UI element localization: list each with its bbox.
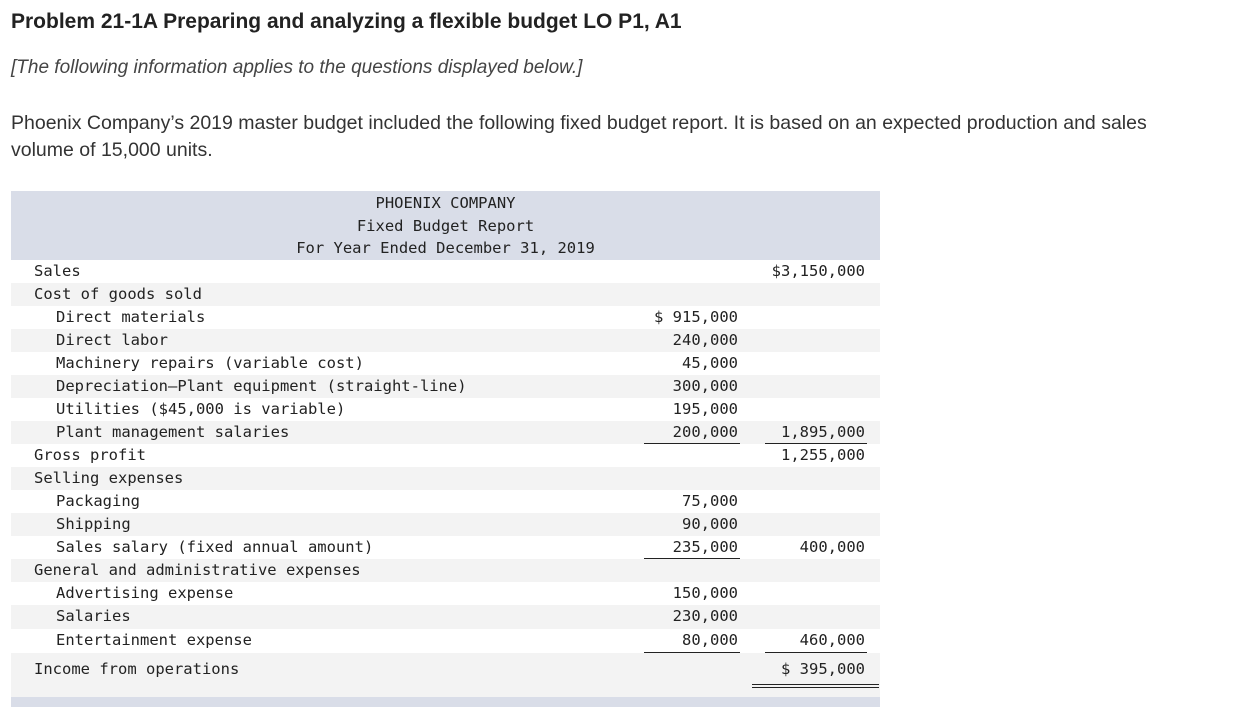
total-double-underline: [752, 684, 879, 685]
row-label: Shipping: [56, 515, 131, 533]
table-row: Sales $3,150,000: [11, 260, 880, 283]
table-row: Cost of goods sold: [11, 283, 880, 306]
table-row: Salaries 230,000: [11, 605, 880, 628]
subtotal-underline: [765, 443, 867, 444]
row-label: Entertainment expense: [56, 631, 252, 649]
table-row: Gross profit 1,255,000: [11, 444, 880, 467]
row-label: Plant management salaries: [56, 423, 290, 441]
row-amount-total: 400,000: [799, 538, 865, 556]
subtotal-underline: [644, 652, 740, 653]
table-row: Direct materials $ 915,000: [11, 306, 880, 329]
table-row: Machinery repairs (variable cost) 45,000: [11, 352, 880, 375]
row-amount-detail: $ 915,000: [654, 308, 738, 326]
subtotal-underline: [644, 443, 740, 444]
row-amount-detail: 300,000: [672, 377, 738, 395]
row-amount-total: 1,255,000: [781, 446, 865, 464]
report-period: For Year Ended December 31, 2019: [296, 239, 595, 257]
row-label: Gross profit: [34, 446, 146, 464]
row-label: Packaging: [56, 492, 140, 510]
table-row: Advertising expense 150,000: [11, 582, 880, 605]
problem-title: Problem 21-1A Preparing and analyzing a …: [11, 10, 682, 33]
table-row: Sales salary (fixed annual amount) 235,0…: [11, 536, 880, 559]
row-amount-total: $3,150,000: [771, 262, 865, 280]
row-amount-total: 460,000: [799, 631, 865, 649]
row-amount-detail: 80,000: [682, 631, 738, 649]
row-amount-detail: 90,000: [682, 515, 738, 533]
problem-subtitle: [The following information applies to th…: [11, 57, 583, 78]
row-label: Depreciation—Plant equipment (straight-l…: [56, 377, 467, 395]
row-label: Selling expenses: [34, 469, 184, 487]
row-amount-detail: 45,000: [682, 354, 738, 372]
row-label: Salaries: [56, 607, 131, 625]
row-amount-detail: 150,000: [672, 584, 738, 602]
row-label: Sales salary (fixed annual amount): [56, 538, 374, 556]
report-header: PHOENIX COMPANY Fixed Budget Report For …: [11, 191, 880, 260]
row-label: General and administrative expenses: [34, 561, 361, 579]
row-amount-total: 1,895,000: [781, 423, 865, 441]
row-label: Cost of goods sold: [34, 285, 202, 303]
row-label: Utilities ($45,000 is variable): [56, 400, 346, 418]
table-row: Entertainment expense 80,000 460,000: [11, 629, 880, 653]
row-amount-detail: 240,000: [672, 331, 738, 349]
total-double-underline: [752, 687, 879, 688]
row-amount-total: $ 395,000: [781, 660, 865, 678]
row-label: Direct labor: [56, 331, 168, 349]
row-amount-detail: 235,000: [672, 538, 738, 556]
row-label: Income from operations: [34, 660, 240, 678]
table-row: General and administrative expenses: [11, 559, 880, 582]
table-row: Depreciation—Plant equipment (straight-l…: [11, 375, 880, 398]
report-footer-bar: [11, 697, 880, 707]
table-row: Packaging 75,000: [11, 490, 880, 513]
row-amount-detail: 200,000: [672, 423, 738, 441]
row-amount-detail: 75,000: [682, 492, 738, 510]
table-row: Plant management salaries 200,000 1,895,…: [11, 421, 880, 444]
report-name: Fixed Budget Report: [356, 217, 535, 235]
row-label: Sales: [34, 262, 81, 280]
table-row: Shipping 90,000: [11, 513, 880, 536]
table-row: Utilities ($45,000 is variable) 195,000: [11, 398, 880, 421]
row-label: Direct materials: [56, 308, 206, 326]
report-company-name: PHOENIX COMPANY: [375, 194, 516, 212]
subtotal-underline: [644, 558, 740, 559]
table-row: Direct labor 240,000: [11, 329, 880, 352]
table-row: Income from operations $ 395,000: [11, 658, 880, 687]
row-label: Advertising expense: [56, 584, 234, 602]
row-amount-detail: 195,000: [672, 400, 738, 418]
subtotal-underline: [765, 652, 867, 653]
table-row: Selling expenses: [11, 467, 880, 490]
problem-intro: Phoenix Company’s 2019 master budget inc…: [11, 112, 1147, 161]
row-label: Machinery repairs (variable cost): [56, 354, 364, 372]
row-amount-detail: 230,000: [672, 607, 738, 625]
fixed-budget-report: PHOENIX COMPANY Fixed Budget Report For …: [11, 191, 880, 707]
